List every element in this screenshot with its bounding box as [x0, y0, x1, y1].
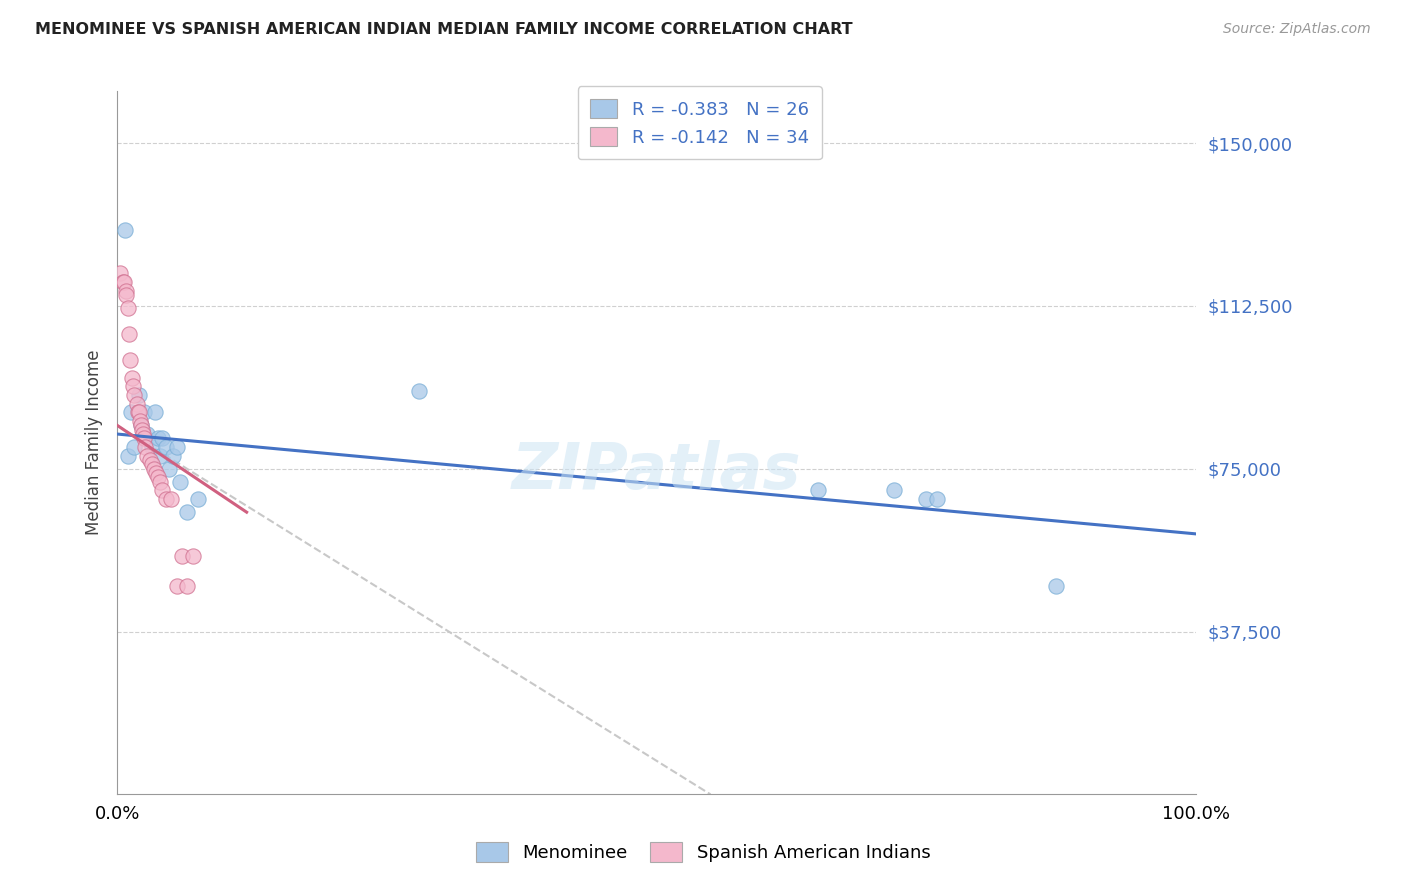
Point: [127, 405, 149, 419]
Point: [170, 549, 193, 563]
Point: [157, 462, 180, 476]
Legend: Menominee, Spanish American Indians: Menominee, Spanish American Indians: [468, 835, 938, 870]
Point: [111, 275, 134, 289]
Y-axis label: Median Family Income: Median Family Income: [86, 350, 103, 535]
Text: Source: ZipAtlas.com: Source: ZipAtlas.com: [1223, 22, 1371, 37]
Point: [145, 466, 167, 480]
Point: [128, 414, 150, 428]
Point: [169, 475, 191, 489]
Point: [134, 431, 156, 445]
Point: [166, 440, 188, 454]
Point: [152, 483, 174, 498]
Point: [149, 449, 172, 463]
Point: [132, 427, 155, 442]
Point: [114, 284, 136, 298]
Point: [141, 440, 163, 454]
Point: [114, 288, 136, 302]
Point: [136, 449, 159, 463]
Point: [125, 397, 148, 411]
Point: [118, 327, 141, 342]
Text: MENOMINEE VS SPANISH AMERICAN INDIAN MEDIAN FAMILY INCOME CORRELATION CHART: MENOMINEE VS SPANISH AMERICAN INDIAN MED…: [35, 22, 853, 37]
Point: [148, 431, 170, 445]
Point: [152, 431, 174, 445]
Point: [124, 388, 146, 402]
Point: [117, 301, 139, 315]
Point: [160, 492, 183, 507]
Point: [1045, 579, 1067, 593]
Point: [166, 579, 188, 593]
Point: [155, 440, 177, 454]
Text: ZIPatlas: ZIPatlas: [512, 440, 801, 502]
Point: [128, 405, 150, 419]
Point: [149, 475, 172, 489]
Point: [134, 440, 156, 454]
Point: [129, 418, 152, 433]
Point: [122, 379, 145, 393]
Point: [176, 505, 198, 519]
Point: [181, 549, 204, 563]
Point: [117, 449, 139, 463]
Point: [129, 418, 152, 433]
Legend: R = -0.383   N = 26, R = -0.142   N = 34: R = -0.383 N = 26, R = -0.142 N = 34: [578, 86, 821, 159]
Point: [155, 492, 177, 507]
Point: [915, 492, 938, 507]
Point: [120, 353, 142, 368]
Point: [121, 370, 143, 384]
Point: [138, 453, 160, 467]
Point: [143, 405, 166, 419]
Point: [162, 449, 184, 463]
Point: [807, 483, 830, 498]
Point: [112, 275, 135, 289]
Point: [176, 579, 198, 593]
Point: [110, 267, 132, 281]
Point: [128, 388, 150, 402]
Point: [883, 483, 905, 498]
Point: [114, 223, 136, 237]
Point: [141, 458, 163, 472]
Point: [136, 427, 159, 442]
Point: [925, 492, 948, 507]
Point: [187, 492, 209, 507]
Point: [120, 405, 142, 419]
Point: [134, 405, 156, 419]
Point: [408, 384, 430, 398]
Point: [142, 462, 165, 476]
Point: [124, 440, 146, 454]
Point: [148, 470, 170, 484]
Point: [131, 423, 153, 437]
